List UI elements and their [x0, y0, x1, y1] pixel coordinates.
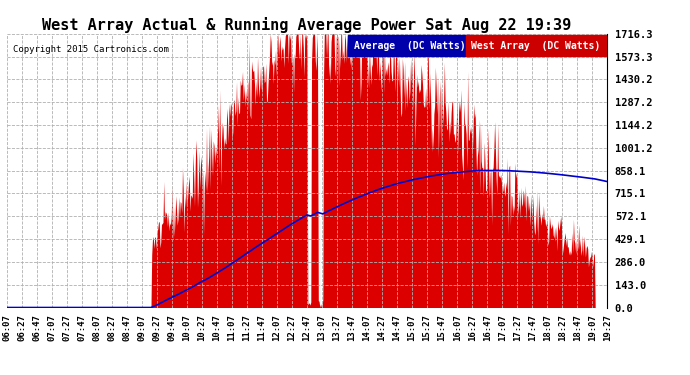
Title: West Array Actual & Running Average Power Sat Aug 22 19:39: West Array Actual & Running Average Powe…	[42, 16, 572, 33]
Text: Copyright 2015 Cartronics.com: Copyright 2015 Cartronics.com	[13, 45, 169, 54]
Legend: Average  (DC Watts), West Array  (DC Watts): Average (DC Watts), West Array (DC Watts…	[349, 39, 602, 53]
